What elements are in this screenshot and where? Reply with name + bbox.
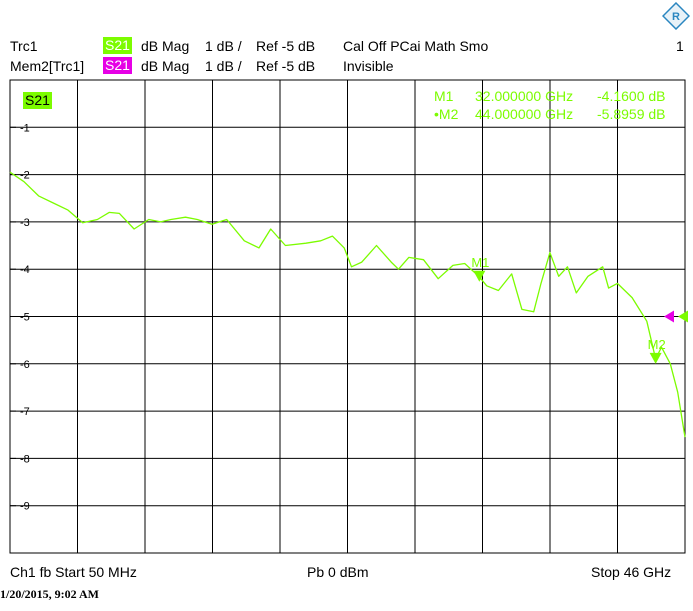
rohde-schwarz-logo-icon: R [662,2,690,30]
trace-line-s21 [9,171,686,438]
y-tick-label: -6 [20,359,30,371]
timestamp: 1/20/2015, 9:02 AM [0,587,99,601]
marker-m1-label: M1 [471,255,489,270]
diagram-trace-label[interactable]: S21 [23,92,52,109]
svg-text:R: R [672,11,680,23]
ref-level-arrow-trace [678,310,688,323]
y-tick-label: -3 [20,217,30,229]
trace-scale[interactable]: 1 dB / [205,38,242,54]
stop-frequency[interactable]: Stop 46 GHz [591,564,672,580]
channel-start-info[interactable]: Ch1 fb Start 50 MHz [10,564,137,580]
channel-number: 1 [676,38,684,54]
marker-m1-symbol [473,270,486,282]
y-tick-label: -9 [20,501,30,513]
y-tick-label: -2 [20,170,30,182]
trace-param-badge[interactable]: S21 [103,37,132,54]
memory-ref[interactable]: Ref -5 dB [256,58,316,74]
marker-readout-y: -4.1600 dB [597,88,666,104]
y-tick-label: -1 [20,122,30,134]
memory-trace-name[interactable]: Mem2[Trc1] [10,58,85,74]
trace-ref[interactable]: Ref -5 dB [256,38,316,54]
memory-scale[interactable]: 1 dB / [205,58,242,74]
y-tick-label: -7 [20,406,30,418]
trace-name[interactable]: Trc1 [10,38,38,54]
y-tick-label: -5 [20,312,30,324]
memory-status: Invisible [343,58,394,74]
marker-readout-x: 44.000000 GHz [475,106,574,122]
trace-status: Cal Off PCai Math Smo [343,38,489,54]
marker-readout-name: •M2 [434,106,459,122]
source-power[interactable]: Pb 0 dBm [307,564,369,580]
trace-format[interactable]: dB Mag [141,38,190,54]
y-tick-label: -4 [20,264,30,276]
marker-readout-y: -5.8959 dB [597,106,666,122]
memory-param-badge[interactable]: S21 [103,57,132,74]
marker-m2-label: M2 [648,337,666,352]
y-tick-label: -8 [20,453,30,465]
memory-format[interactable]: dB Mag [141,58,190,74]
ref-level-arrow-memory [664,310,674,323]
marker-readout-name: M1 [434,88,454,104]
marker-m2-symbol [649,352,662,364]
marker-readout-x: 32.000000 GHz [475,88,574,104]
